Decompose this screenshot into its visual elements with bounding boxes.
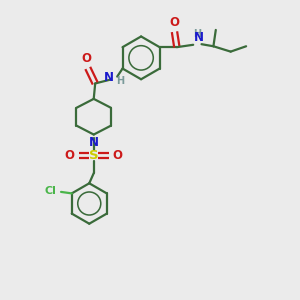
Text: H: H	[194, 29, 202, 39]
Text: N: N	[103, 71, 114, 84]
Text: Cl: Cl	[44, 186, 56, 196]
Text: H: H	[117, 76, 125, 86]
Text: N: N	[194, 31, 203, 44]
Text: O: O	[113, 149, 123, 162]
Text: O: O	[169, 16, 179, 29]
Text: O: O	[65, 149, 75, 162]
Text: S: S	[89, 149, 98, 162]
Text: N: N	[89, 136, 99, 149]
Text: O: O	[81, 52, 91, 65]
